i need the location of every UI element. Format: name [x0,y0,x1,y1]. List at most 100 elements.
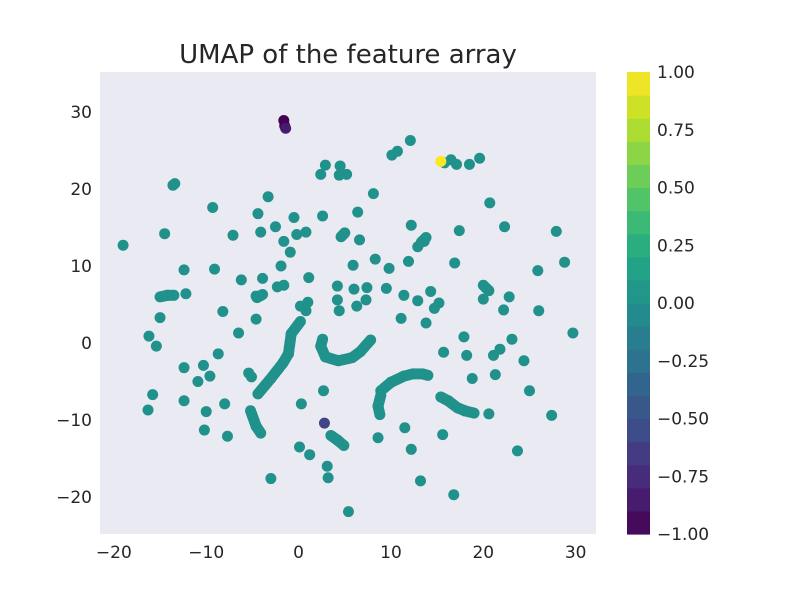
scatter-point [159,228,171,240]
scatter-point [532,265,544,277]
scatter-point [511,445,523,457]
scatter-point [317,210,329,222]
scatter-point [369,253,381,265]
scatter-point [178,264,190,276]
scatter-point [245,371,257,383]
curve-point [374,409,386,421]
highlighted-point [435,155,447,167]
scatter-point [322,472,334,484]
curve-point [252,388,264,400]
scatter-point [415,475,427,487]
scatter-point [348,283,360,295]
scatter-point [402,255,414,267]
highlighted-point [318,417,330,429]
plot-area [100,72,596,534]
scatter-point [405,219,417,231]
y-tick-label: 30 [70,103,92,123]
scatter-point [207,202,219,214]
scatter-point [117,239,129,251]
scatter-point [303,272,315,284]
scatter-point [503,291,515,303]
scatter-point [169,178,181,190]
scatter-point [498,304,510,316]
colorbar-band [627,349,650,373]
scatter-point [546,409,558,421]
scatter-point [331,294,343,306]
scatter-point [227,229,239,241]
scatter-point [550,225,562,237]
y-tick-label: −10 [56,411,92,431]
scatter-point [420,317,432,329]
scatter-point [197,359,209,371]
y-axis: 30 20 10 0 −10 −20 [56,103,92,508]
scatter-point [154,312,166,324]
colorbar-tick-label: −0.25 [657,352,709,372]
colorbar: 1.00 0.75 0.50 0.25 0.00 −0.25 −0.50 −0.75 −1.00 [627,63,709,545]
scatter-point [250,313,262,325]
scatter-point [284,246,296,258]
colorbar-band [627,303,650,327]
scatter-point [567,327,579,339]
colorbar-band [627,256,650,281]
scatter-point [147,389,159,401]
x-tick-label: 10 [380,543,402,563]
scatter-point [523,385,535,397]
y-tick-label: 0 [81,334,92,354]
colorbar-band [627,395,650,420]
scatter-point [219,398,231,410]
scatter-point [412,295,424,307]
scatter-point [178,362,190,374]
scatter-point [484,197,496,209]
scatter-point [559,256,571,268]
scatter-point [221,430,233,442]
scatter-point [319,159,331,171]
scatter-point [334,160,346,172]
scatter-point [451,158,463,170]
scatter-point [304,449,316,461]
colorbar-band [627,464,650,489]
colorbar-tick-label: −1.00 [657,525,709,545]
curve-point [468,407,480,419]
scatter-point [367,188,379,200]
scatter-point [351,300,363,312]
curve-point [255,427,267,439]
colorbar-tick-label: 0.25 [657,236,695,256]
scatter-point [399,422,411,434]
scatter-point [461,349,473,361]
scatter-point [395,312,407,324]
scatter-point [533,305,545,317]
colorbar-tick-label: 0.50 [657,179,695,199]
scatter-point [437,429,449,441]
scatter-point [342,506,354,518]
scatter-point [518,355,530,367]
scatter-point [474,152,486,164]
scatter-point [458,331,470,343]
scatter-point [404,135,416,147]
scatter-point [143,330,155,342]
scatter-points [117,115,579,518]
scatter-point [192,376,204,388]
scatter-point [233,327,245,339]
scatter-point [294,441,306,453]
colorbar-band [627,418,650,443]
colorbar-band [627,210,650,235]
scatter-point [448,489,460,501]
scatter-point [383,262,395,274]
colorbar-tick-label: −0.75 [657,467,709,487]
scatter-point [466,372,478,384]
scatter-point [354,234,366,246]
curve-point [483,285,495,297]
scatter-point [321,460,333,472]
colorbar-band [627,441,650,466]
scatter-point [425,285,437,297]
scatter-point [463,158,475,170]
y-tick-label: −20 [56,488,92,508]
scatter-point [453,225,465,237]
curve-point [422,369,434,381]
scatter-point [262,191,274,203]
scatter-point [483,408,495,420]
scatter-point [295,398,307,410]
colorbar-band [627,510,650,535]
scatter-point [347,259,359,271]
